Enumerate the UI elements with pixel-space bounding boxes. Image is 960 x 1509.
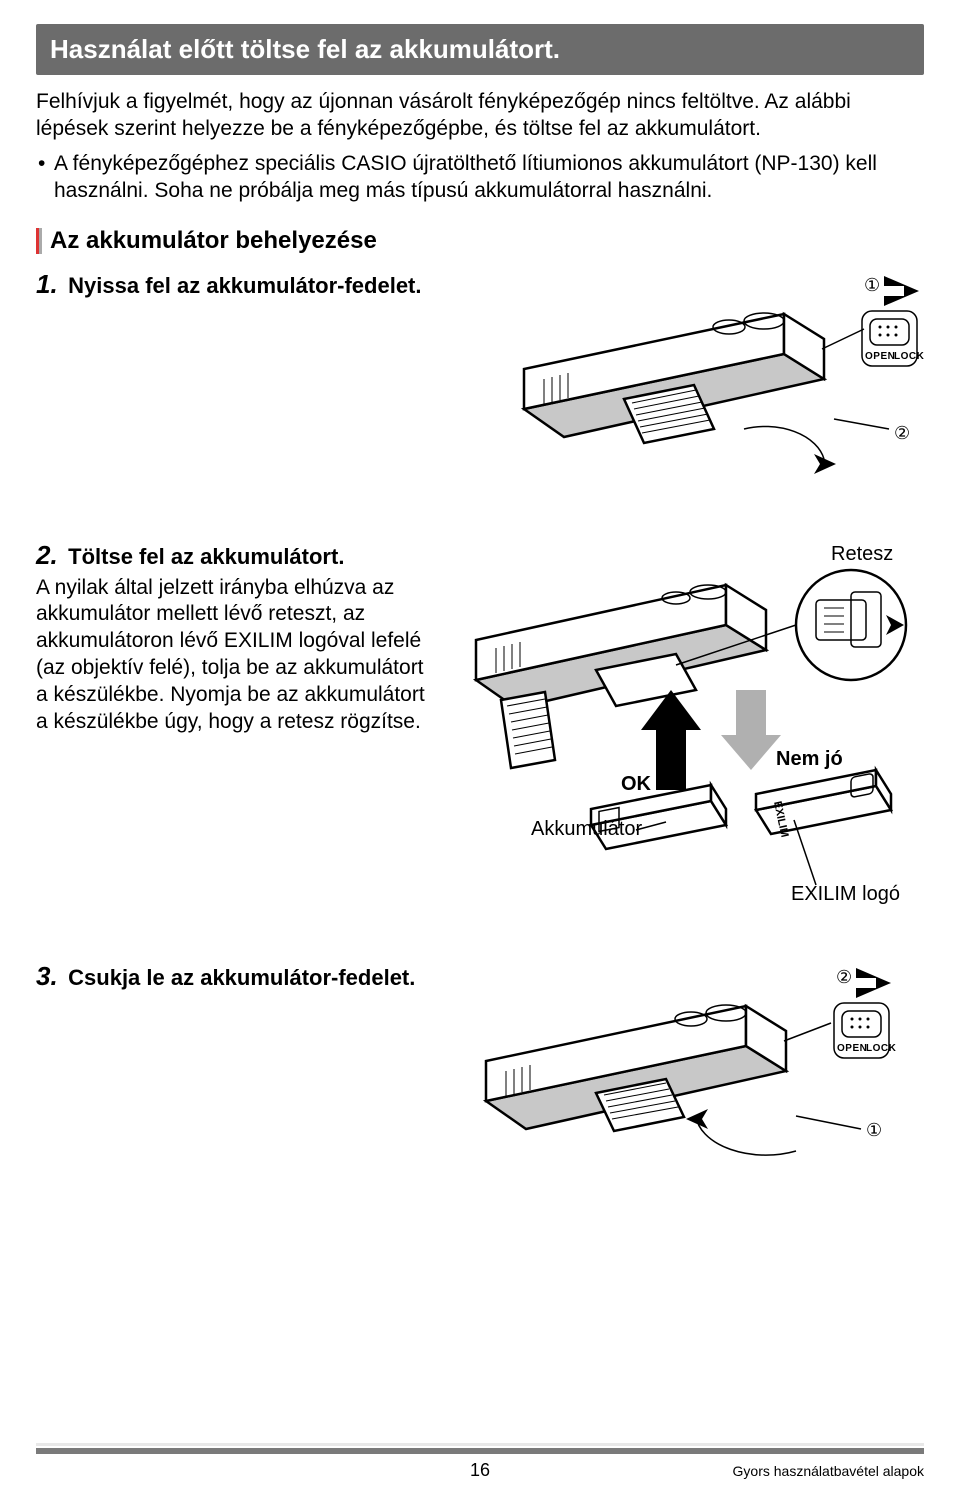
step-title: Csukja le az akkumulátor-fedelet. (68, 965, 415, 990)
page-number: 16 (332, 1460, 628, 1481)
footer-section: Gyors használatbavétel alapok (628, 1463, 924, 1479)
page-title-bar: Használat előtt töltse fel az akkumuláto… (36, 24, 924, 75)
akkumulator-label: Akkumulátor (531, 818, 642, 840)
lock-label: LOCK (866, 1043, 897, 1054)
bullet-list: A fényképezőgéphez speciális CASIO újrat… (36, 151, 924, 205)
callout-2: ② (836, 967, 852, 987)
open-label: OPEN (837, 1043, 867, 1054)
retesz-label: Retesz (831, 543, 893, 565)
arrow-grey-down-icon (721, 690, 781, 770)
bullet-item: A fényképezőgéphez speciális CASIO újrat… (36, 151, 924, 205)
step-body: A nyilak által jelzett irányba elhúzva a… (36, 575, 436, 736)
page-footer: 16 Gyors használatbavétel alapok (36, 1443, 924, 1481)
step-1: 1. Nyissa fel az akkumulátor-fedelet. ① … (36, 269, 924, 524)
step-title: Nyissa fel az akkumulátor-fedelet. (68, 273, 421, 298)
callout-2: ② (894, 423, 910, 443)
illustration-open-cover: ① ② OPEN LOCK (464, 269, 924, 524)
nem-jo-label: Nem jó (776, 748, 843, 770)
step-2: 2. Töltse fel az akkumulátort. A nyilak … (36, 540, 924, 945)
manual-page: Használat előtt töltse fel az akkumuláto… (0, 0, 960, 1509)
lock-label: LOCK (894, 351, 924, 362)
callout-1: ① (866, 1120, 882, 1140)
step-number: 3. (36, 961, 58, 991)
step-title: Töltse fel az akkumulátort. (68, 544, 344, 569)
step-3: 3. Csukja le az akkumulátor-fedelet. ② O… (36, 961, 924, 1226)
callout-1: ① (864, 275, 880, 295)
illustration-close-cover: ② OPEN LOCK ① (436, 961, 916, 1226)
open-label: OPEN (865, 351, 895, 362)
step-number: 1. (36, 269, 58, 299)
exilim-logo-label: EXILIM logó (791, 883, 900, 905)
section-heading: Az akkumulátor behelyezése (36, 227, 924, 255)
ok-label: OK (621, 773, 652, 795)
illustration-insert-battery: Retesz (436, 540, 916, 945)
step-number: 2. (36, 540, 58, 570)
arrow-right-icon (856, 968, 891, 998)
arrow-left-icon (884, 276, 919, 306)
intro-paragraph: Felhívjuk a figyelmét, hogy az újonnan v… (36, 89, 924, 143)
